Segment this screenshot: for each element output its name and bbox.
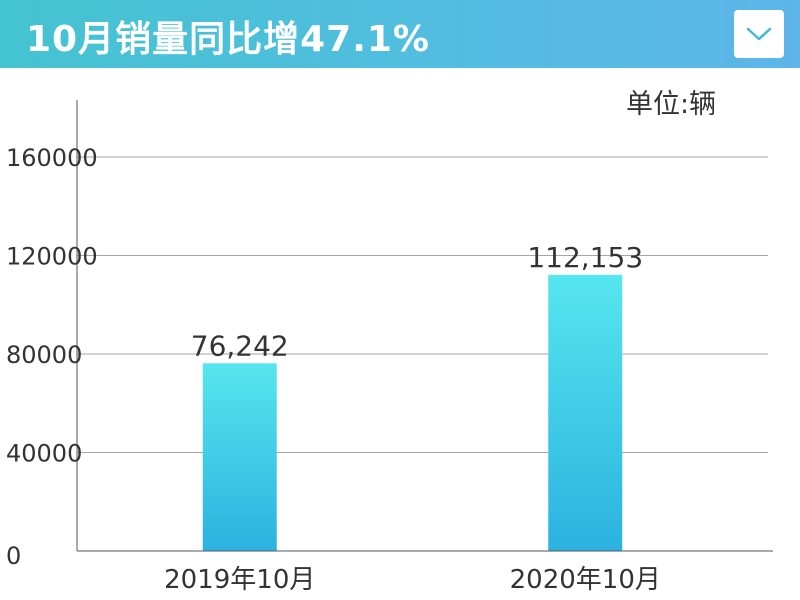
chart-title: 10月销量同比增47.1%	[26, 19, 430, 60]
y-tick-label: 80000	[6, 341, 82, 369]
x-tick-label: 2020年10月	[510, 565, 661, 595]
y-tick-label: 40000	[6, 440, 82, 468]
dropdown-button[interactable]	[734, 10, 784, 58]
y-tick-label: 160000	[6, 144, 98, 172]
bar	[548, 274, 623, 551]
data-label: 76,242	[191, 329, 289, 362]
chart-header: 10月销量同比增47.1%	[0, 0, 800, 68]
unit-label: 单位:辆	[626, 89, 717, 120]
y-tick-label: 120000	[6, 243, 98, 271]
x-tick-label: 2019年10月	[164, 565, 315, 595]
bar	[202, 363, 277, 551]
data-label: 112,153	[527, 241, 643, 274]
y-tick-label: 0	[6, 542, 21, 570]
chevron-down-icon	[746, 27, 772, 41]
